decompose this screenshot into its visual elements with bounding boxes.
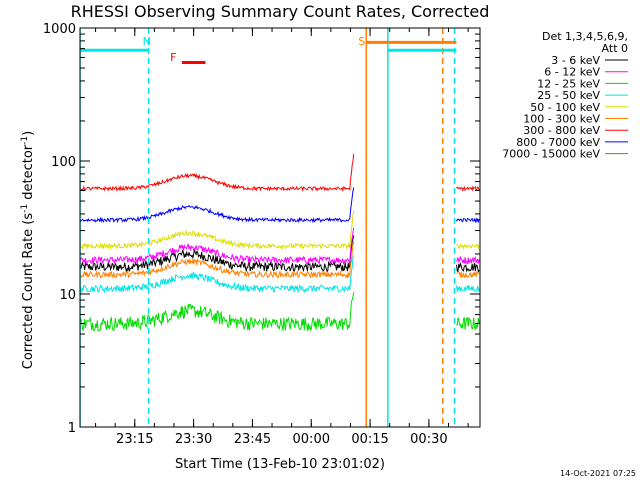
series-line <box>456 285 480 293</box>
legend-entry-label: 6 - 12 keV <box>544 66 600 79</box>
x-axis-label: Start Time (13-Feb-10 23:01:02) <box>175 457 385 472</box>
legend-entry-label: 12 - 25 keV <box>537 77 600 90</box>
x-tick-label: 23:45 <box>234 432 271 447</box>
legend-entry-label: 7000 - 15000 keV <box>502 148 600 161</box>
series-line <box>456 261 480 273</box>
x-tick-label: 00:15 <box>351 432 388 447</box>
legend-header-detectors: Det 1,3,4,5,6,9, <box>542 30 628 43</box>
plot-frame <box>79 27 481 428</box>
flag-label: N <box>143 35 151 48</box>
series-line <box>80 292 355 332</box>
x-tick-label: 23:15 <box>116 432 153 447</box>
series-line <box>80 153 355 193</box>
y-tick-label: 1 <box>68 421 76 436</box>
series-line <box>80 227 355 266</box>
x-tick-label: 00:00 <box>293 432 330 447</box>
series-line <box>80 187 355 224</box>
legend-entry-label: 25 - 50 keV <box>537 89 600 102</box>
y-tick-label: 1000 <box>43 22 76 37</box>
legend-entry-label: 800 - 7000 keV <box>516 136 600 149</box>
series-line <box>80 210 355 251</box>
series-line <box>456 255 480 265</box>
legend-entry-label: 100 - 300 keV <box>523 113 600 126</box>
series-line <box>80 241 355 280</box>
x-tick-label: 23:30 <box>175 432 212 447</box>
y-tick-label: 100 <box>51 155 76 170</box>
series-line <box>80 255 355 294</box>
axes <box>79 27 481 428</box>
series-line <box>456 316 480 330</box>
flag-label: F <box>170 51 176 64</box>
series-line <box>456 243 480 251</box>
legend-entry-label: 3 - 6 keV <box>551 54 600 67</box>
series-line <box>456 270 480 279</box>
x-tick-label: 00:30 <box>410 432 447 447</box>
legend-entry-label: 50 - 100 keV <box>530 101 600 114</box>
footer-timestamp: 14-Oct-2021 07:25 <box>560 469 636 478</box>
flag-label: S <box>358 35 365 48</box>
y-tick-label: 10 <box>59 288 76 303</box>
series-line <box>80 235 355 274</box>
legend-header-attenuator: Att 0 <box>602 42 628 55</box>
chart-title: RHESSI Observing Summary Count Rates, Co… <box>71 2 490 21</box>
series-line <box>456 217 480 224</box>
legend-entry-label: 300 - 800 keV <box>523 124 600 137</box>
tick-labels: 1 10 100 1000 23:15 23:30 23:45 00:00 00:15 00:30 <box>43 22 448 447</box>
y-axis-label: Corrected Count Rate (s-1 detector-1) <box>20 131 36 369</box>
series-line <box>456 185 480 192</box>
